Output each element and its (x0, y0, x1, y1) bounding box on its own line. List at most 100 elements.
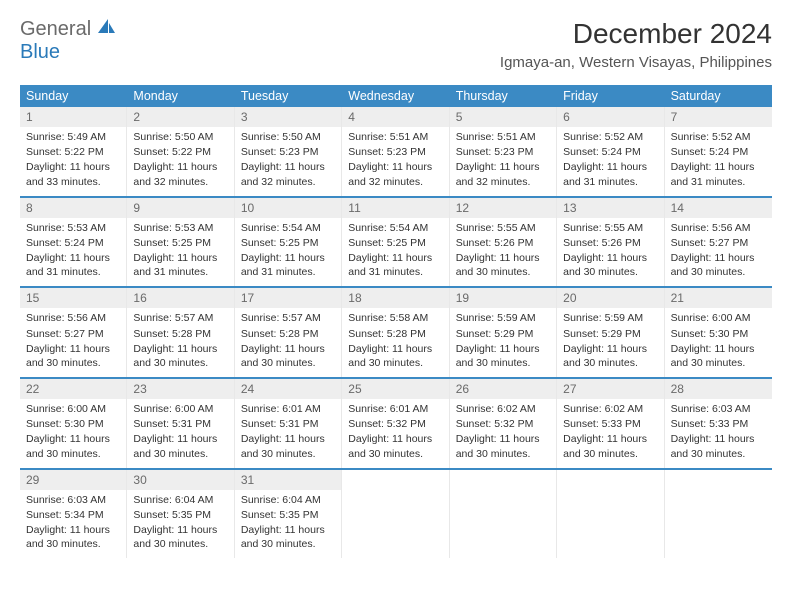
sunset-text: Sunset: 5:29 PM (456, 327, 550, 341)
sunset-text: Sunset: 5:31 PM (241, 417, 335, 431)
daylight-text: Daylight: 11 hours and 30 minutes. (241, 523, 335, 551)
daylight-text: Daylight: 11 hours and 30 minutes. (563, 432, 657, 460)
day-content: Sunrise: 6:02 AMSunset: 5:33 PMDaylight:… (557, 399, 663, 468)
sunset-text: Sunset: 5:33 PM (563, 417, 657, 431)
day-number: 15 (20, 288, 126, 308)
calendar: Sunday Monday Tuesday Wednesday Thursday… (20, 85, 772, 558)
day-number: 20 (557, 288, 663, 308)
sunset-text: Sunset: 5:35 PM (133, 508, 227, 522)
day-number: 24 (235, 379, 341, 399)
day-cell: 16Sunrise: 5:57 AMSunset: 5:28 PMDayligh… (127, 288, 234, 377)
day-cell: 28Sunrise: 6:03 AMSunset: 5:33 PMDayligh… (665, 379, 772, 468)
daylight-text: Daylight: 11 hours and 31 minutes. (133, 251, 227, 279)
day-content: Sunrise: 6:00 AMSunset: 5:30 PMDaylight:… (665, 308, 772, 377)
sunset-text: Sunset: 5:22 PM (133, 145, 227, 159)
sunset-text: Sunset: 5:34 PM (26, 508, 120, 522)
sunset-text: Sunset: 5:26 PM (456, 236, 550, 250)
sunset-text: Sunset: 5:30 PM (671, 327, 766, 341)
week-row: 29Sunrise: 6:03 AMSunset: 5:34 PMDayligh… (20, 470, 772, 559)
sunrise-text: Sunrise: 5:59 AM (563, 311, 657, 325)
day-content: Sunrise: 5:49 AMSunset: 5:22 PMDaylight:… (20, 127, 126, 196)
day-cell: 17Sunrise: 5:57 AMSunset: 5:28 PMDayligh… (235, 288, 342, 377)
day-number: 19 (450, 288, 556, 308)
daylight-text: Daylight: 11 hours and 30 minutes. (348, 342, 442, 370)
logo-text-wrap: General Blue (20, 18, 116, 64)
week-row: 1Sunrise: 5:49 AMSunset: 5:22 PMDaylight… (20, 107, 772, 198)
daylight-text: Daylight: 11 hours and 32 minutes. (133, 160, 227, 188)
day-content: Sunrise: 6:03 AMSunset: 5:34 PMDaylight:… (20, 490, 126, 559)
day-content: Sunrise: 5:56 AMSunset: 5:27 PMDaylight:… (665, 218, 772, 287)
day-number: 25 (342, 379, 448, 399)
day-number: 2 (127, 107, 233, 127)
sunrise-text: Sunrise: 5:55 AM (456, 221, 550, 235)
sunrise-text: Sunrise: 5:57 AM (133, 311, 227, 325)
sunset-text: Sunset: 5:25 PM (241, 236, 335, 250)
day-number: 21 (665, 288, 772, 308)
day-cell: 21Sunrise: 6:00 AMSunset: 5:30 PMDayligh… (665, 288, 772, 377)
day-cell-empty: . (665, 470, 772, 559)
sunset-text: Sunset: 5:26 PM (563, 236, 657, 250)
daylight-text: Daylight: 11 hours and 32 minutes. (456, 160, 550, 188)
sunrise-text: Sunrise: 6:00 AM (671, 311, 766, 325)
day-cell: 18Sunrise: 5:58 AMSunset: 5:28 PMDayligh… (342, 288, 449, 377)
sunrise-text: Sunrise: 5:54 AM (241, 221, 335, 235)
day-number: 12 (450, 198, 556, 218)
sunrise-text: Sunrise: 6:02 AM (456, 402, 550, 416)
sunrise-text: Sunrise: 6:02 AM (563, 402, 657, 416)
daylight-text: Daylight: 11 hours and 31 minutes. (671, 160, 766, 188)
sunset-text: Sunset: 5:24 PM (563, 145, 657, 159)
day-number: 1 (20, 107, 126, 127)
daylight-text: Daylight: 11 hours and 30 minutes. (563, 251, 657, 279)
day-content: Sunrise: 6:01 AMSunset: 5:32 PMDaylight:… (342, 399, 448, 468)
day-content: Sunrise: 5:56 AMSunset: 5:27 PMDaylight:… (20, 308, 126, 377)
day-cell: 10Sunrise: 5:54 AMSunset: 5:25 PMDayligh… (235, 198, 342, 287)
day-content: Sunrise: 6:04 AMSunset: 5:35 PMDaylight:… (127, 490, 233, 559)
day-cell: 31Sunrise: 6:04 AMSunset: 5:35 PMDayligh… (235, 470, 342, 559)
daylight-text: Daylight: 11 hours and 30 minutes. (456, 342, 550, 370)
day-number: 10 (235, 198, 341, 218)
day-number: 18 (342, 288, 448, 308)
sunset-text: Sunset: 5:27 PM (671, 236, 766, 250)
day-cell-empty: . (450, 470, 557, 559)
day-number: 5 (450, 107, 556, 127)
sunset-text: Sunset: 5:28 PM (133, 327, 227, 341)
day-number: 3 (235, 107, 341, 127)
sunset-text: Sunset: 5:32 PM (348, 417, 442, 431)
logo-text-general: General (20, 18, 91, 40)
sunrise-text: Sunrise: 6:01 AM (348, 402, 442, 416)
sunset-text: Sunset: 5:27 PM (26, 327, 120, 341)
day-cell: 24 Sunrise: 6:01 AMSunset: 5:31 PMDayligh… (235, 379, 342, 468)
day-content: Sunrise: 5:50 AMSunset: 5:22 PMDaylight:… (127, 127, 233, 196)
logo-sail-icon (98, 22, 116, 39)
sunset-text: Sunset: 5:28 PM (241, 327, 335, 341)
day-cell: 25Sunrise: 6:01 AMSunset: 5:32 PMDayligh… (342, 379, 449, 468)
daylight-text: Daylight: 11 hours and 30 minutes. (241, 432, 335, 460)
day-content: Sunrise: 5:59 AMSunset: 5:29 PMDaylight:… (557, 308, 663, 377)
dow-tuesday: Tuesday (235, 85, 342, 107)
day-content: Sunrise: 5:51 AMSunset: 5:23 PMDaylight:… (342, 127, 448, 196)
sunset-text: Sunset: 5:29 PM (563, 327, 657, 341)
sunrise-text: Sunrise: 6:00 AM (133, 402, 227, 416)
week-row: 8Sunrise: 5:53 AMSunset: 5:24 PMDaylight… (20, 198, 772, 289)
day-cell: 20Sunrise: 5:59 AMSunset: 5:29 PMDayligh… (557, 288, 664, 377)
sunrise-text: Sunrise: 6:04 AM (133, 493, 227, 507)
day-cell: 19Sunrise: 5:59 AMSunset: 5:29 PMDayligh… (450, 288, 557, 377)
day-content: Sunrise: 5:52 AMSunset: 5:24 PMDaylight:… (557, 127, 663, 196)
day-number: 26 (450, 379, 556, 399)
day-cell: 2Sunrise: 5:50 AMSunset: 5:22 PMDaylight… (127, 107, 234, 196)
sunrise-text: Sunrise: 5:55 AM (563, 221, 657, 235)
sunrise-text: Sunrise: 6:01 AM (241, 402, 335, 416)
day-cell-empty: . (557, 470, 664, 559)
sunrise-text: Sunrise: 5:52 AM (563, 130, 657, 144)
day-number: 9 (127, 198, 233, 218)
page-title: December 2024 (500, 18, 772, 50)
dow-saturday: Saturday (665, 85, 772, 107)
sunset-text: Sunset: 5:24 PM (671, 145, 766, 159)
daylight-text: Daylight: 11 hours and 30 minutes. (456, 432, 550, 460)
sunset-text: Sunset: 5:25 PM (348, 236, 442, 250)
daylight-text: Daylight: 11 hours and 30 minutes. (133, 432, 227, 460)
day-content: Sunrise: 5:54 AMSunset: 5:25 PMDaylight:… (235, 218, 341, 287)
location-subtitle: Igmaya-an, Western Visayas, Philippines (500, 54, 772, 71)
logo: General Blue (20, 18, 116, 64)
daylight-text: Daylight: 11 hours and 30 minutes. (26, 342, 120, 370)
